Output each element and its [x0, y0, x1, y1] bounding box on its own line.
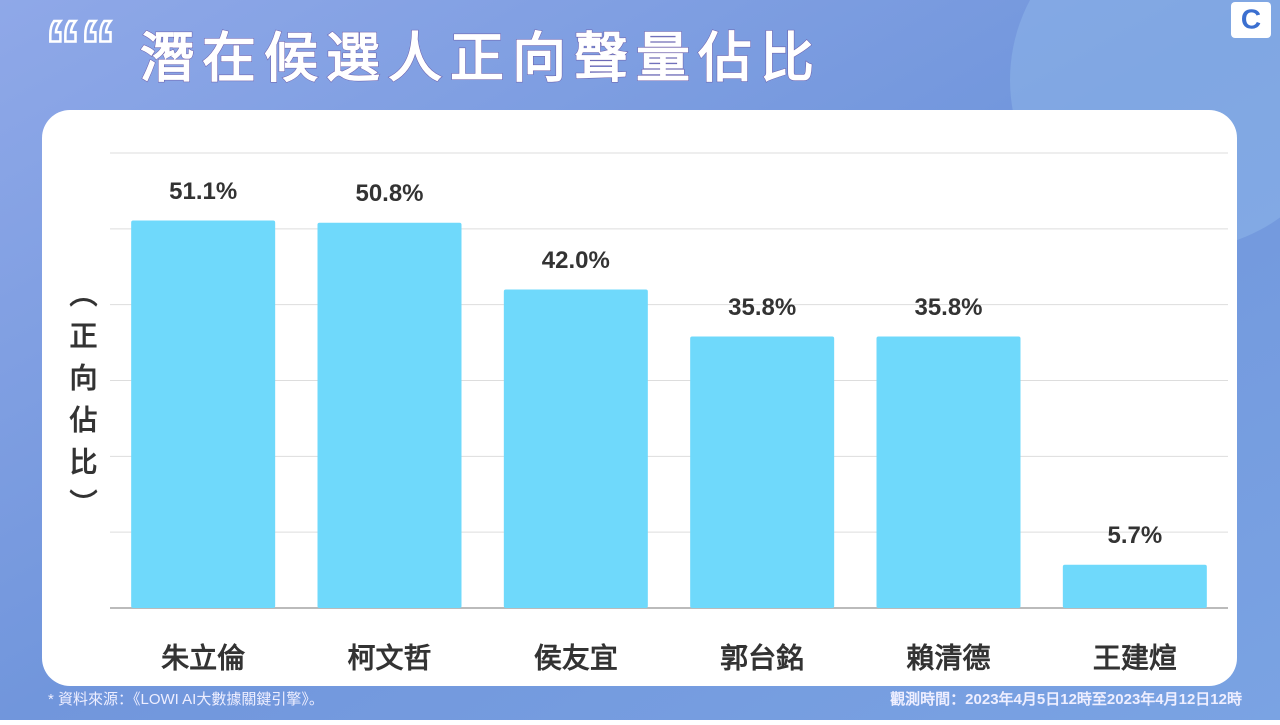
- bar: [503, 289, 648, 608]
- x-tick-label: 賴清德: [906, 642, 990, 673]
- y-axis-label: （正向佔比）: [67, 279, 99, 531]
- period-note: 觀測時間：2023年4月5日12時至2023年4月12日12時: [890, 690, 1242, 708]
- bar: [876, 336, 1021, 608]
- value-label: 35.8%: [914, 294, 982, 321]
- bar: [690, 336, 835, 608]
- chart-title: 潛在候選人正向聲量佔比: [140, 28, 822, 88]
- source-note: * 資料來源：《LOWI AI大數據關鍵引擎》。: [48, 691, 324, 708]
- bar: [1062, 564, 1207, 608]
- value-label: 50.8%: [355, 180, 423, 207]
- x-tick-label: 郭台銘: [720, 641, 804, 673]
- value-label: 51.1%: [169, 178, 237, 205]
- value-label: 35.8%: [728, 294, 796, 321]
- value-label: 5.7%: [1107, 522, 1162, 549]
- quote-mark: “: [80, 7, 116, 87]
- value-label: 42.0%: [542, 247, 610, 274]
- x-tick-label: 王建煊: [1093, 641, 1177, 673]
- x-tick-label: 朱立倫: [161, 641, 246, 673]
- logo-letter: C: [1241, 3, 1261, 34]
- x-tick-label: 侯友宜: [534, 641, 618, 673]
- x-tick-label: 柯文哲: [347, 641, 431, 673]
- quote-mark: “: [45, 7, 81, 87]
- logo: [1231, 2, 1271, 38]
- bar: [317, 222, 462, 608]
- bar: [131, 220, 276, 608]
